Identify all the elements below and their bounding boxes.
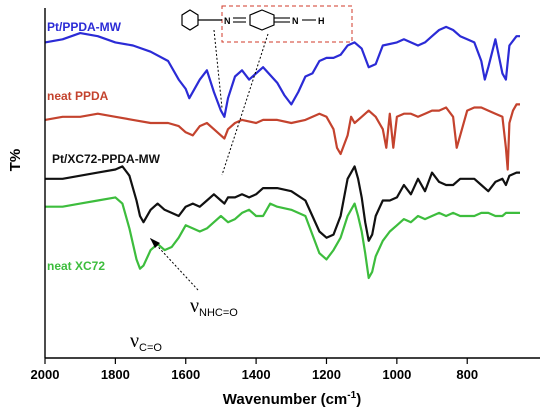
quinoid-ring (249, 9, 275, 31)
annotation-nu-nhco-sub: NHC=O (199, 307, 238, 319)
series-line-neat-ppda (44, 103, 520, 171)
x-tick-label: 800 (456, 367, 478, 382)
x-tick-label: 2000 (31, 367, 60, 382)
pointer-line-2 (221, 33, 269, 176)
annotation-nu-co: νC=O (130, 330, 162, 354)
x-tick-label: 1000 (382, 367, 411, 382)
y-axis-title: T% (7, 149, 24, 172)
x-ticks: 2000 1800 1600 1400 1200 1000 800 (31, 358, 478, 382)
structure-n2: N (292, 16, 299, 26)
series-label-pt-xc72-ppda-mw: Pt/XC72-PPDA-MW (52, 152, 161, 166)
x-tick-label: 1600 (171, 367, 200, 382)
series-line-pt-ppda-mw (44, 25, 520, 118)
annotation-nu-co-sub: C=O (139, 342, 162, 354)
x-axis-title-sup: -1 (347, 390, 356, 401)
x-tick-label: 1800 (101, 367, 130, 382)
x-tick-label: 1400 (242, 367, 271, 382)
x-tick-label: 1200 (312, 367, 341, 382)
series-label-pt-ppda-mw: Pt/PPDA-MW (47, 20, 122, 34)
series-label-neat-xc72: neat XC72 (47, 259, 105, 273)
benzene-ring (181, 9, 199, 31)
x-axis-title: Wavenumber (cm-1) (223, 390, 361, 408)
structure-n1: N (224, 16, 231, 26)
pointer-arrowhead-3 (150, 238, 160, 248)
pointer-line-1 (213, 29, 223, 109)
series-line-pt-xc72-ppda-mw (45, 165, 520, 242)
series-label-neat-ppda: neat PPDA (47, 89, 109, 103)
chemical-structure: N N H (181, 5, 353, 43)
structure-h: H (318, 16, 325, 26)
series-line-neat-xc72 (45, 196, 520, 280)
annotation-nu-nhco: νNHC=O (190, 295, 238, 319)
quinoid-highlight-box (221, 5, 353, 43)
